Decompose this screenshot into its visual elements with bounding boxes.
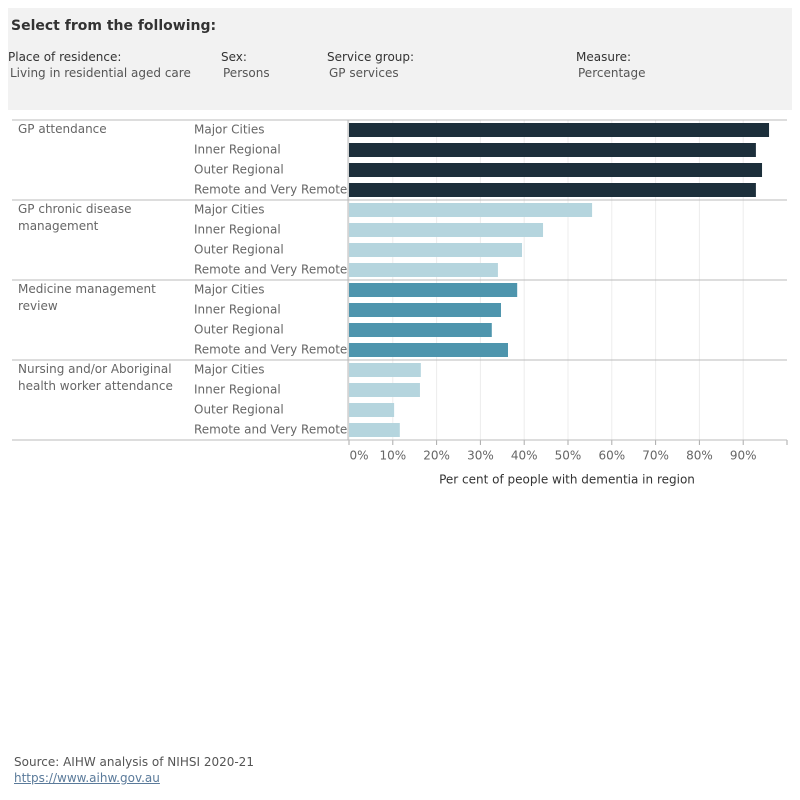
source-link[interactable]: https://www.aihw.gov.au [14, 771, 160, 785]
bar [349, 323, 492, 337]
category-label: Inner Regional [194, 143, 281, 157]
x-tick-label: 20% [423, 449, 450, 463]
bar [349, 383, 420, 397]
bar [349, 303, 501, 317]
x-tick-label: 10% [379, 449, 406, 463]
bar [349, 183, 756, 197]
category-label: Major Cities [194, 203, 265, 217]
category-label: Major Cities [194, 363, 265, 377]
filter-title: Select from the following: [11, 18, 217, 34]
bar [349, 263, 498, 277]
x-tick-label: 60% [598, 449, 625, 463]
category-label: Major Cities [194, 283, 265, 297]
category-label: Outer Regional [194, 163, 284, 177]
x-axis-title: Per cent of people with dementia in regi… [439, 473, 695, 487]
source: Source: AIHW analysis of NIHSI 2020-21 [14, 755, 254, 769]
group-label: GP chronic disease management [18, 202, 132, 233]
category-label: Inner Regional [194, 223, 281, 237]
category-label: Remote and Very Remote [194, 343, 347, 357]
filter-label: Place of residence: [8, 50, 122, 64]
group-label: Medicine management review [18, 282, 156, 313]
bar [349, 143, 756, 157]
bar [349, 423, 400, 437]
category-label: Remote and Very Remote [194, 423, 347, 437]
group-label: Nursing and/or Aboriginal health worker … [18, 362, 173, 393]
category-label: Inner Regional [194, 303, 281, 317]
filter-panel: Select from the following: Place of resi… [8, 8, 792, 110]
filter-value: Living in residential aged care [10, 66, 191, 80]
bar [349, 203, 593, 217]
bar [349, 403, 395, 417]
bar [349, 343, 508, 357]
filter-value: GP services [329, 66, 399, 80]
x-tick-label: 0% [349, 449, 368, 463]
bar [349, 163, 763, 177]
filter-label: Sex: [221, 50, 247, 64]
filter-label: Measure: [576, 50, 632, 64]
filter-value: Percentage [578, 66, 646, 80]
filter-value: Persons [223, 66, 270, 80]
bar [349, 243, 523, 257]
x-tick-label: 70% [642, 449, 669, 463]
category-label: Remote and Very Remote [194, 183, 347, 197]
category-label: Outer Regional [194, 323, 284, 337]
bar [349, 363, 421, 377]
bar [349, 123, 770, 137]
category-label: Outer Regional [194, 243, 284, 257]
category-label: Outer Regional [194, 403, 284, 417]
x-tick-label: 30% [467, 449, 494, 463]
bar [349, 223, 544, 237]
category-label: Major Cities [194, 123, 265, 137]
x-tick-label: 40% [511, 449, 538, 463]
x-tick-label: 90% [730, 449, 757, 463]
category-label: Remote and Very Remote [194, 263, 347, 277]
x-tick-label: 50% [555, 449, 582, 463]
group-label: GP attendance [18, 122, 107, 136]
x-tick-label: 80% [686, 449, 713, 463]
bar [349, 283, 518, 297]
category-label: Inner Regional [194, 383, 281, 397]
filter-label: Service group: [327, 50, 415, 64]
